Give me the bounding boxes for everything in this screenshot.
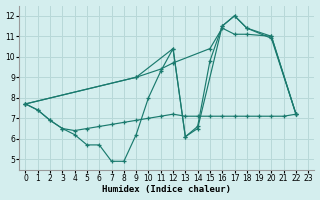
X-axis label: Humidex (Indice chaleur): Humidex (Indice chaleur) — [102, 185, 231, 194]
